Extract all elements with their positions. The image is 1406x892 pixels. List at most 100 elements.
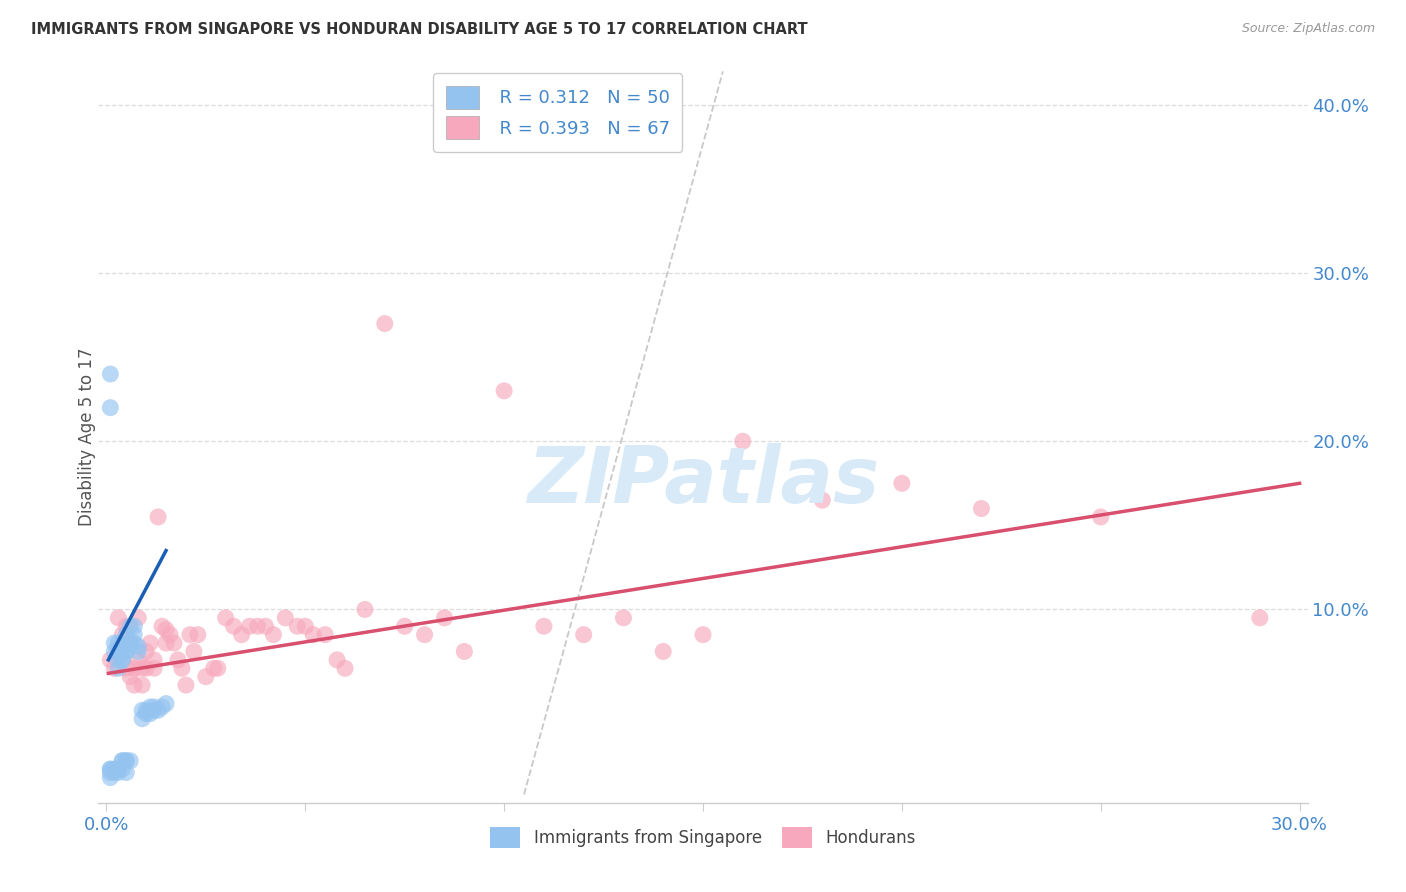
Point <box>111 653 134 667</box>
Point <box>107 636 129 650</box>
Point <box>120 619 142 633</box>
Point <box>354 602 377 616</box>
Point <box>731 434 754 449</box>
Text: ZIPatlas: ZIPatlas <box>527 443 879 519</box>
Point <box>122 661 145 675</box>
Point <box>115 619 138 633</box>
Point <box>326 653 349 667</box>
Point <box>135 644 157 658</box>
Point <box>1090 510 1112 524</box>
Point <box>433 611 456 625</box>
Point <box>98 765 121 780</box>
Point <box>572 627 595 641</box>
Point <box>159 627 181 641</box>
Point <box>107 765 129 780</box>
Point <box>111 653 134 667</box>
Point <box>612 611 634 625</box>
Point <box>207 661 229 675</box>
Point <box>135 706 157 721</box>
Text: IMMIGRANTS FROM SINGAPORE VS HONDURAN DISABILITY AGE 5 TO 17 CORRELATION CHART: IMMIGRANTS FROM SINGAPORE VS HONDURAN DI… <box>31 22 807 37</box>
Point <box>155 623 177 637</box>
Point <box>103 644 125 658</box>
Point <box>146 703 169 717</box>
Point <box>155 636 177 650</box>
Point <box>107 644 129 658</box>
Point <box>127 653 149 667</box>
Point <box>98 653 121 667</box>
Point <box>98 762 121 776</box>
Point <box>115 644 138 658</box>
Point <box>111 627 134 641</box>
Point <box>127 640 149 654</box>
Point <box>120 636 142 650</box>
Point <box>139 706 162 721</box>
Point <box>107 644 129 658</box>
Point <box>413 627 436 641</box>
Point <box>107 653 129 667</box>
Point <box>194 670 217 684</box>
Point <box>127 644 149 658</box>
Point <box>127 611 149 625</box>
Y-axis label: Disability Age 5 to 17: Disability Age 5 to 17 <box>79 348 96 526</box>
Point <box>314 627 336 641</box>
Point <box>1249 611 1271 625</box>
Point <box>215 611 238 625</box>
Point <box>103 765 125 780</box>
Point <box>111 762 134 776</box>
Point <box>115 765 138 780</box>
Point <box>120 670 142 684</box>
Point <box>150 700 173 714</box>
Point <box>262 627 284 641</box>
Point <box>135 661 157 675</box>
Point <box>131 678 153 692</box>
Point <box>254 619 277 633</box>
Point <box>170 661 193 675</box>
Point <box>239 619 262 633</box>
Point <box>115 754 138 768</box>
Point <box>115 754 138 768</box>
Point <box>111 754 134 768</box>
Point <box>302 627 325 641</box>
Point <box>174 678 197 692</box>
Point <box>146 510 169 524</box>
Point <box>98 401 121 415</box>
Point <box>115 661 138 675</box>
Point <box>246 619 269 633</box>
Point <box>122 636 145 650</box>
Point <box>120 636 142 650</box>
Point <box>155 697 177 711</box>
Point <box>120 636 142 650</box>
Point <box>107 661 129 675</box>
Point <box>150 619 173 633</box>
Point <box>453 644 475 658</box>
Point <box>115 644 138 658</box>
Point <box>103 762 125 776</box>
Point <box>139 636 162 650</box>
Point <box>143 703 166 717</box>
Point <box>294 619 316 633</box>
Point <box>333 661 356 675</box>
Point <box>98 367 121 381</box>
Point <box>202 661 225 675</box>
Point <box>163 636 186 650</box>
Point <box>394 619 416 633</box>
Point <box>103 636 125 650</box>
Point <box>494 384 516 398</box>
Point <box>167 653 190 667</box>
Point <box>187 627 209 641</box>
Point <box>111 644 134 658</box>
Point <box>811 493 834 508</box>
Point <box>274 611 297 625</box>
Point <box>143 700 166 714</box>
Point <box>98 771 121 785</box>
Point <box>890 476 912 491</box>
Point <box>122 627 145 641</box>
Point <box>131 703 153 717</box>
Point <box>135 703 157 717</box>
Point <box>231 627 253 641</box>
Point <box>139 700 162 714</box>
Point <box>107 611 129 625</box>
Point <box>533 619 555 633</box>
Point <box>374 317 396 331</box>
Point <box>285 619 308 633</box>
